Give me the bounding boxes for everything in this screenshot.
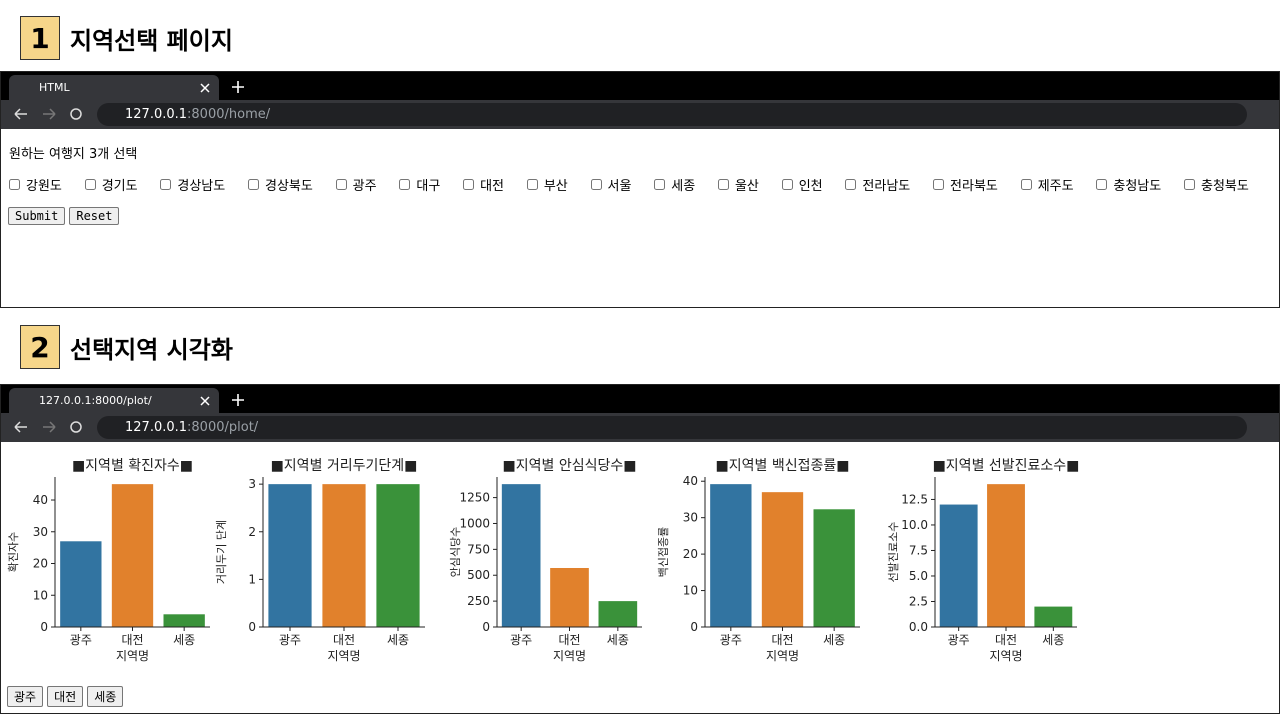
browser-window: HTML 127.0.0.1:8000/home/ 원하는 여행지 3개 선택 … [0,71,1280,308]
nav-icons[interactable] [11,413,91,442]
region-label: 전라남도 [862,179,911,194]
region-label: 울산 [734,179,759,194]
region-label: 서울 [607,179,632,194]
section-header: 2 선택지역 시각화 [20,325,233,369]
form-button[interactable]: Submit [8,207,66,225]
region-option[interactable]: 대전 [463,175,504,194]
checkbox[interactable] [717,179,729,190]
tab-title: 127.0.0.1:8000/plot/ [39,394,152,407]
region-option[interactable]: 서울 [590,175,632,194]
tab[interactable]: HTML [9,75,219,100]
region-option[interactable]: 강원도 [9,175,62,194]
region-label: 세종 [671,179,696,194]
region-option[interactable]: 전라북도 [933,175,998,194]
region-option[interactable]: 울산 [717,175,759,194]
browser-window: 127.0.0.1:8000/plot/ 127.0.0.1:8000/plot… [0,384,1280,714]
checkbox[interactable] [933,179,945,190]
section-title: 지역선택 페이지 [70,26,233,55]
checkbox[interactable] [1020,179,1032,190]
region-label: 경기도 [101,179,138,194]
checkbox[interactable] [654,179,666,190]
checkbox[interactable] [1184,179,1196,190]
address-bar: 127.0.0.1:8000/plot/ [1,413,1279,442]
checkbox[interactable] [399,179,411,190]
region-option[interactable]: 충청남도 [1096,175,1161,194]
region-label: 광주 [352,179,377,194]
section-title: 선택지역 시각화 [70,335,233,364]
close-icon[interactable] [199,82,211,94]
checkbox[interactable] [526,179,538,190]
region-option[interactable]: 제주도 [1020,175,1074,194]
checkbox[interactable] [84,179,96,190]
region-option[interactable]: 대구 [399,175,440,194]
region-label: 경상남도 [177,179,226,194]
region-list: 강원도 경기도 경상남도 경상북도 광주 대구 대전 부산 서울 세종 울산 인천 전라남도 전라북도 제주… [9,175,1249,194]
region-button[interactable]: 대전 [47,686,84,707]
prompt: 원하는 여행지 3개 선택 [9,147,138,162]
region-option[interactable]: 충청북도 [1184,175,1249,194]
region-label: 대구 [416,179,441,194]
tab-bar: HTML [1,72,1279,100]
region-label: 부산 [543,179,568,194]
nav-icons[interactable] [11,100,91,129]
region-label: 인천 [798,179,823,194]
close-icon[interactable] [199,395,211,407]
url-host: 127.0.0.1 [125,420,188,435]
form-button[interactable]: Reset [69,207,120,225]
checkbox[interactable] [160,179,172,190]
section-number: 1 [20,16,60,60]
tab-bar: 127.0.0.1:8000/plot/ [1,385,1279,413]
region-option[interactable]: 부산 [526,175,568,194]
new-tab-icon[interactable] [231,80,245,94]
region-option[interactable]: 경상북도 [248,175,313,194]
checkbox[interactable] [9,179,20,190]
region-option[interactable]: 경기도 [84,175,138,194]
checkbox[interactable] [248,179,260,190]
region-button[interactable]: 광주 [7,686,44,707]
region-option[interactable]: 경상남도 [160,175,225,194]
checkbox[interactable] [463,179,475,190]
region-label: 충청북도 [1201,179,1249,194]
button-row: 광주 대전 세종 [7,686,127,707]
region-option[interactable]: 세종 [654,175,695,194]
tab[interactable]: 127.0.0.1:8000/plot/ [9,388,219,413]
region-label: 전라북도 [950,179,998,194]
region-option[interactable]: 인천 [781,175,823,194]
region-label: 대전 [480,179,505,194]
checkbox[interactable] [845,179,857,190]
section-header: 1 지역선택 페이지 [20,16,233,60]
region-label: 충청남도 [1113,179,1162,194]
region-label: 경상북도 [265,179,313,194]
region-option[interactable]: 전라남도 [845,175,910,194]
button-row: Submit Reset [8,207,1279,225]
checkbox[interactable] [335,179,347,190]
checkbox[interactable] [781,179,793,190]
tab-title: HTML [39,81,70,94]
checkbox[interactable] [590,179,602,190]
checkbox[interactable] [1096,179,1108,190]
region-label: 강원도 [26,179,62,194]
region-label: 제주도 [1037,179,1074,194]
url-field[interactable]: 127.0.0.1:8000/plot/ [97,416,1247,439]
url-path: :8000/home/ [187,107,271,122]
url-field[interactable]: 127.0.0.1:8000/home/ [97,103,1247,126]
new-tab-icon[interactable] [231,393,245,407]
address-bar: 127.0.0.1:8000/home/ [1,100,1279,129]
page-content: 원하는 여행지 3개 선택 강원도 경기도 경상남도 경상북도 광주 대구 대전 부산 서울 세종… [1,143,1279,225]
section-number: 2 [20,325,60,369]
url-host: 127.0.0.1 [125,107,188,122]
url-path: :8000/plot/ [187,420,259,435]
region-option[interactable]: 광주 [335,175,377,194]
region-button[interactable]: 세종 [87,686,124,707]
